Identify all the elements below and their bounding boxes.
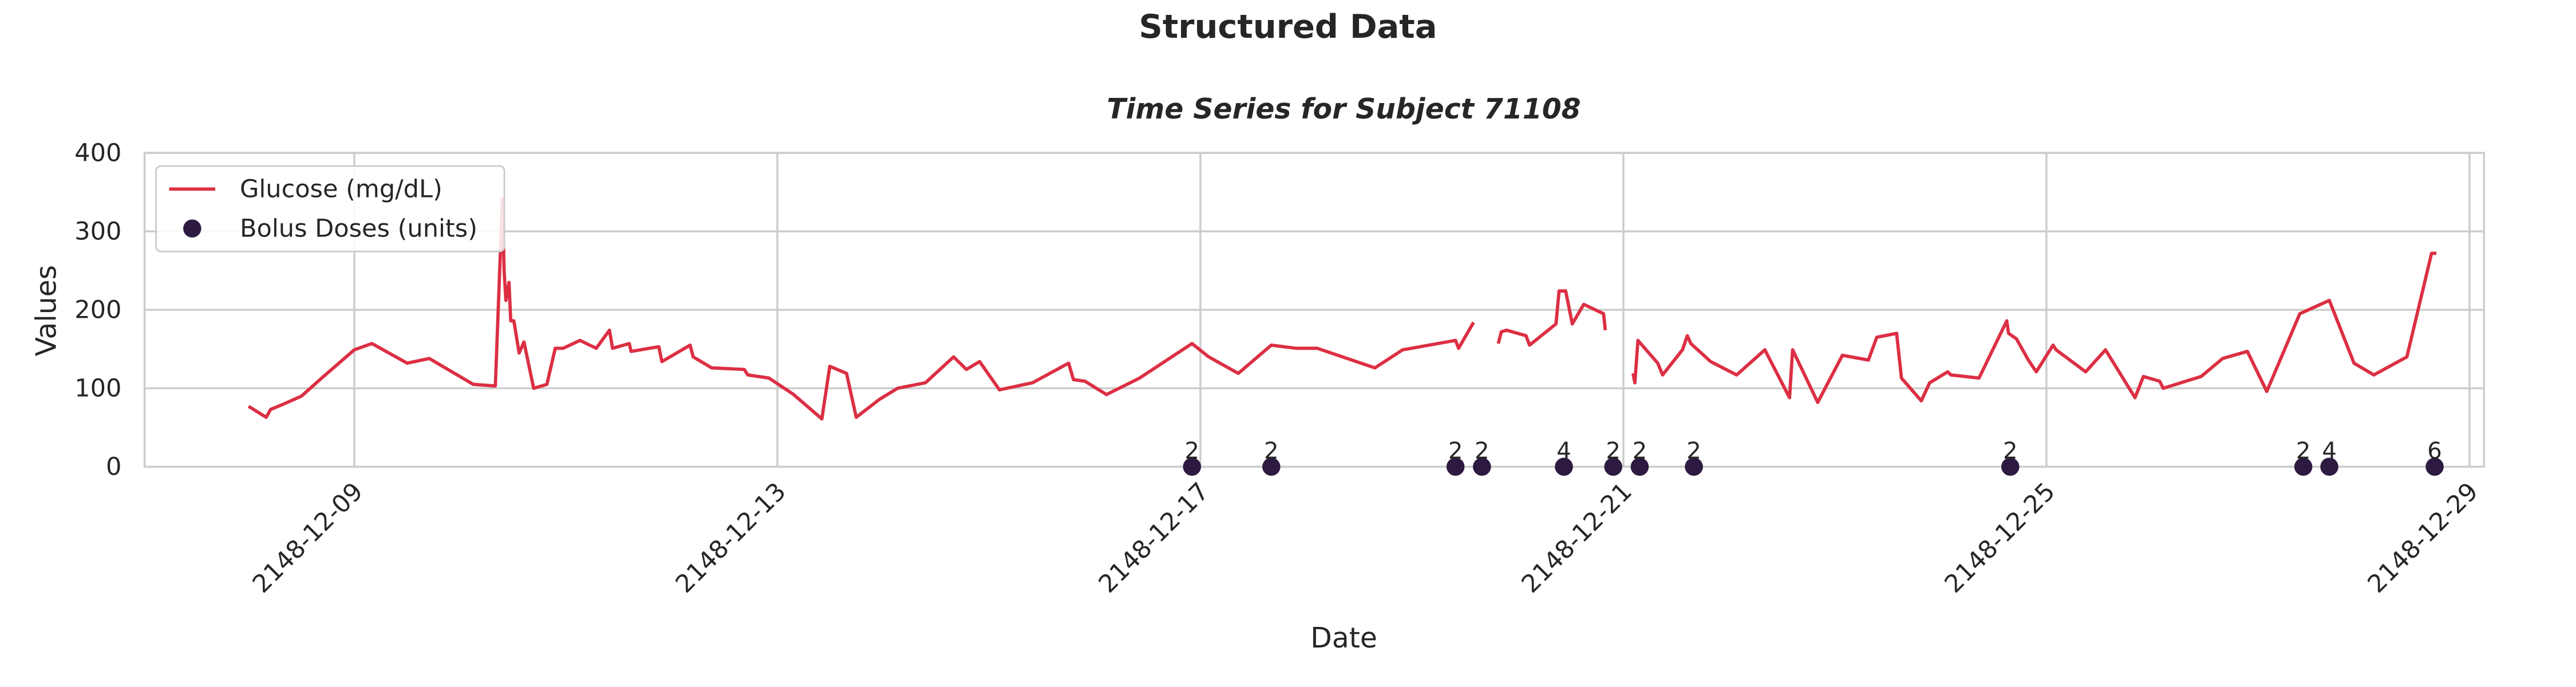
dose-label: 2 [2296, 438, 2311, 464]
bolus-point [1604, 457, 1622, 476]
x-tick-label: 2148-12-13 [670, 477, 792, 599]
legend-box [155, 165, 505, 252]
y-tick-label: 400 [74, 139, 121, 167]
dose-label: 2 [1448, 438, 1463, 464]
dose-label: 4 [1556, 438, 1571, 464]
bolus-point [1630, 457, 1649, 476]
bolus-point [1473, 457, 1491, 476]
dose-label: 2 [1606, 438, 1621, 464]
y-tick-label: 0 [106, 453, 121, 481]
dose-label: 2 [1185, 438, 1200, 464]
x-tick-label: 2148-12-21 [1516, 477, 1638, 599]
glucose-line [247, 198, 2437, 421]
bolus-point [1183, 457, 1202, 476]
legend-marker [183, 219, 202, 238]
bolus-point [1685, 457, 1703, 476]
legend: Glucose (mg/dL) Bolus Doses (units) [155, 165, 505, 252]
y-tick-label: 100 [74, 374, 121, 403]
chart-subtitle: Time Series for Subject 71108 [1107, 93, 1581, 125]
x-tick-label: 2148-12-29 [2362, 477, 2484, 599]
bolus-point [1446, 457, 1465, 476]
y-axis-label: Values [30, 265, 63, 356]
legend-label: Bolus Doses (units) [240, 214, 477, 243]
bolus-point [2320, 457, 2338, 476]
y-tick-label: 300 [74, 217, 121, 246]
bolus-point [2001, 457, 2020, 476]
dose-label: 2 [1686, 438, 1701, 464]
dose-label: 2 [1264, 438, 1279, 464]
bolus-point [2425, 457, 2444, 476]
bolus-point [1555, 457, 1573, 476]
x-tick-label: 2148-12-09 [247, 477, 369, 599]
bolus-point [1262, 457, 1281, 476]
x-axis-label: Date [1310, 622, 1377, 654]
y-tick-label: 200 [74, 296, 121, 325]
bolus-point [2294, 457, 2313, 476]
dose-label: 6 [2427, 438, 2442, 464]
chart-title: Structured Data [1139, 7, 1437, 46]
x-tick-label: 2148-12-17 [1093, 477, 1215, 599]
legend-label: Glucose (mg/dL) [240, 175, 442, 204]
dose-label: 4 [2322, 438, 2337, 464]
dose-label: 2 [1633, 438, 1647, 464]
dose-label: 2 [2003, 438, 2018, 464]
x-tick-label: 2148-12-25 [1939, 477, 2061, 599]
dose-label: 2 [1475, 438, 1490, 464]
